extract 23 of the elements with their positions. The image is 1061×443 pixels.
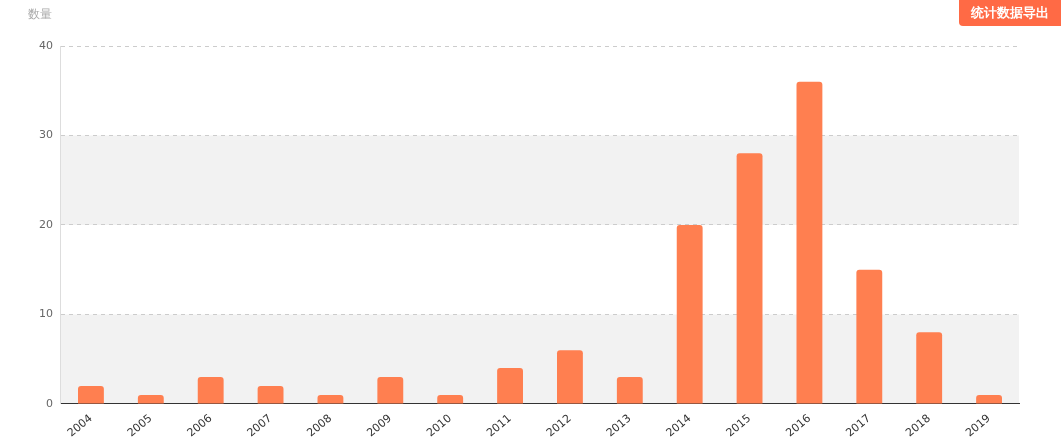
text: 统计数据导出 (959, 0, 1061, 26)
y-tick-label: 30 (39, 128, 53, 142)
bar (676, 224, 703, 404)
bar (377, 377, 404, 404)
bar (137, 394, 164, 404)
bar (557, 350, 583, 404)
bar (317, 394, 344, 404)
bar (497, 368, 523, 404)
y-tick-label: 0 (46, 396, 53, 410)
bar (197, 377, 224, 404)
bar (976, 394, 1002, 404)
y-axis-title: 数量 (28, 6, 52, 23)
bar (796, 81, 823, 404)
bar (856, 269, 883, 404)
bar (78, 386, 104, 404)
bar (616, 377, 643, 404)
y-tick-label: 40 (39, 38, 53, 52)
bar (437, 394, 464, 404)
y-tick-label: 10 (39, 307, 53, 321)
y-tick-label: 20 (39, 217, 53, 231)
bar (257, 386, 284, 404)
bar (736, 153, 763, 404)
bar (916, 332, 943, 404)
